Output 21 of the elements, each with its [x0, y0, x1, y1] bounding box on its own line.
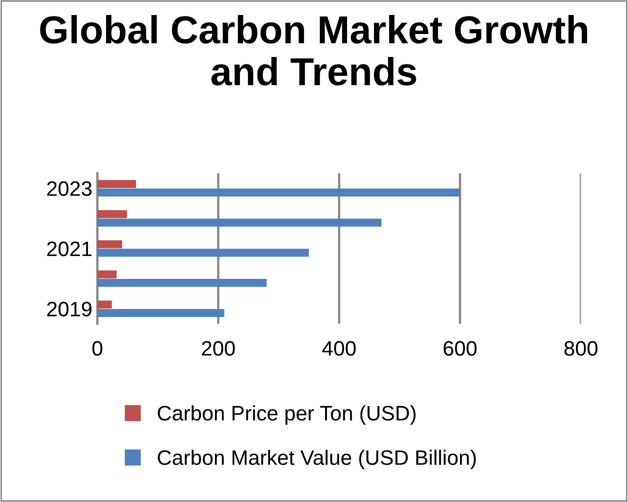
- legend-label: Carbon Market Value (USD Billion): [158, 450, 476, 470]
- bar: [97, 240, 122, 248]
- bar: [97, 180, 136, 188]
- bar: [97, 210, 127, 218]
- bar: [97, 308, 224, 317]
- y-tick-label: 2023: [47, 181, 92, 196]
- y-tick-label: 2019: [47, 302, 92, 316]
- x-tick-label: 800: [564, 341, 598, 356]
- bar: [97, 218, 382, 227]
- bar: [97, 278, 267, 287]
- x-tick-label: 600: [444, 341, 477, 356]
- bar: [97, 248, 309, 257]
- y-tick-label: 2021: [47, 241, 92, 256]
- chart-title: Global Carbon Market Growth and Trends: [40, 15, 588, 86]
- x-tick-label: 0: [92, 341, 102, 356]
- bar: [97, 300, 112, 309]
- bar: [97, 188, 460, 196]
- legend-label: Carbon Price per Ton (USD): [158, 405, 416, 425]
- x-tick-label: 200: [202, 341, 235, 356]
- x-tick-label: 400: [322, 341, 356, 356]
- bar: [97, 270, 117, 278]
